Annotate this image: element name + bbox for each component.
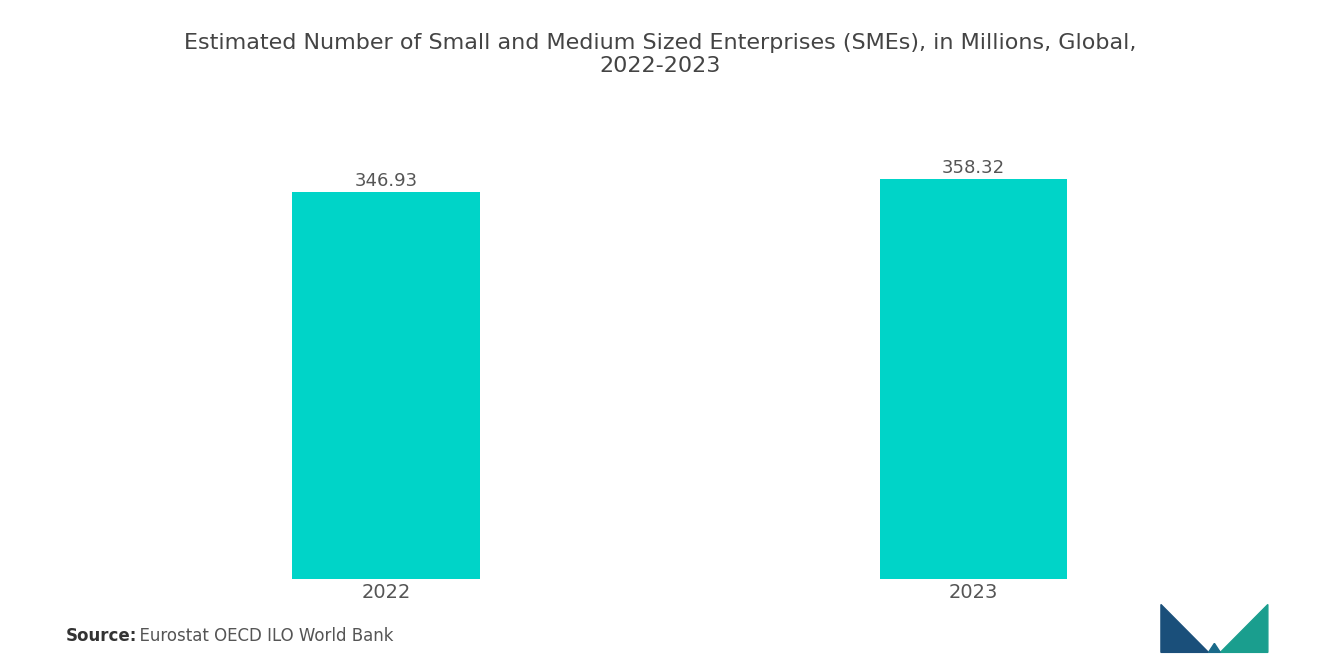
Text: Source:: Source:: [66, 627, 137, 645]
Text: Estimated Number of Small and Medium Sized Enterprises (SMEs), in Millions, Glob: Estimated Number of Small and Medium Siz…: [183, 33, 1137, 76]
Bar: [292, 192, 480, 579]
Text: Eurostat OECD ILO World Bank: Eurostat OECD ILO World Bank: [129, 627, 393, 645]
Polygon shape: [1209, 644, 1220, 652]
Text: 346.93: 346.93: [355, 172, 417, 190]
Polygon shape: [1220, 604, 1267, 652]
Bar: [879, 180, 1068, 579]
Polygon shape: [1162, 604, 1209, 652]
Text: 358.32: 358.32: [942, 159, 1005, 177]
